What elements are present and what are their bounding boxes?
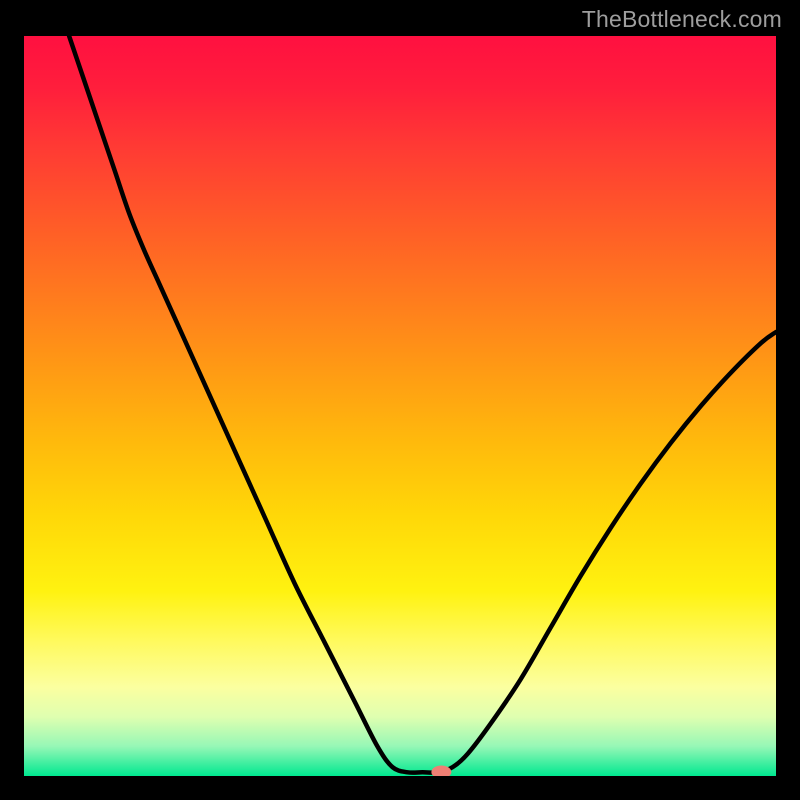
chart-svg (24, 36, 776, 776)
watermark-text: TheBottleneck.com (582, 6, 782, 33)
plot-area (24, 36, 776, 776)
chart-container: TheBottleneck.com (0, 0, 800, 800)
chart-background (24, 36, 776, 776)
